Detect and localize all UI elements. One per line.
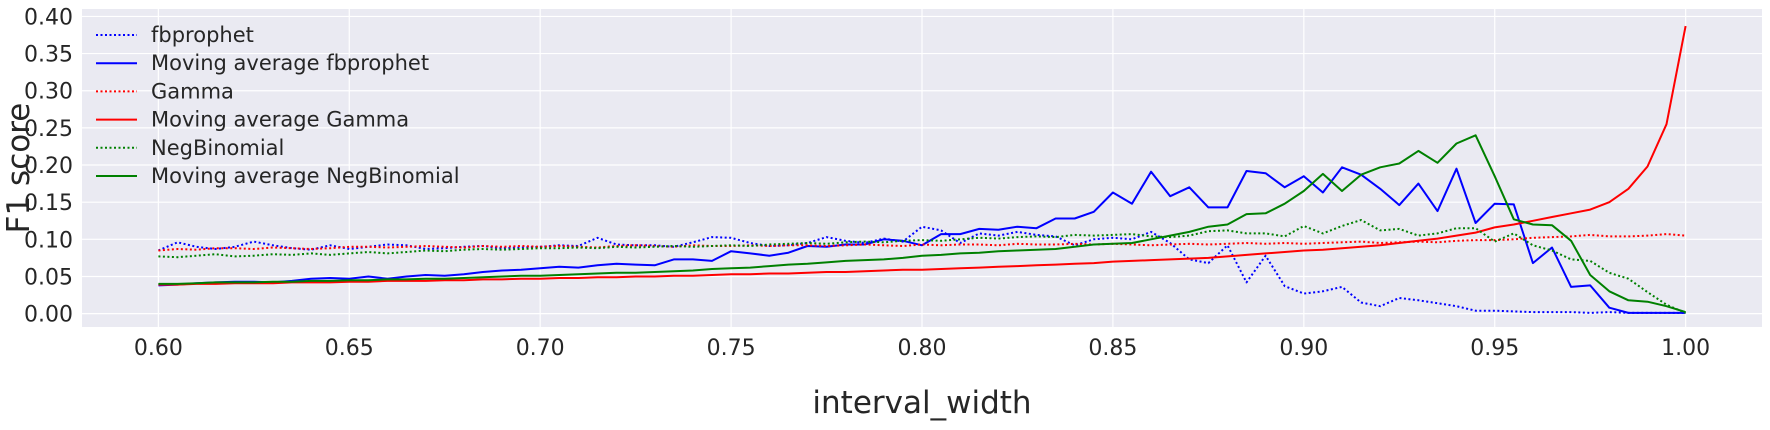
x-tick-label: 0.85 [1088, 336, 1137, 361]
y-tick-label: 0.15 [24, 191, 73, 216]
x-tick-label: 0.95 [1470, 336, 1519, 361]
x-tick-label: 1.00 [1661, 336, 1710, 361]
y-tick-label: 0.40 [24, 5, 73, 30]
series-lines [158, 25, 1687, 314]
y-tick-label: 0.00 [24, 303, 73, 328]
legend-entry: Moving average NegBinomial [151, 164, 460, 188]
x-axis-label: interval_width [812, 385, 1031, 421]
legend-entry: fbprophet [151, 23, 254, 47]
y-tick-labels: 0.00 0.05 0.10 0.15 0.20 0.25 0.30 0.35 0.40 [24, 5, 73, 327]
series-line [158, 25, 1687, 286]
y-tick-label: 0.05 [24, 265, 73, 290]
x-tick-labels: 0.60 0.65 0.70 0.75 0.80 0.85 0.90 0.95 1.00 [134, 336, 1710, 361]
x-gridlines [157, 9, 1687, 327]
x-tick-label: 0.65 [325, 336, 374, 361]
legend-entry: Moving average Gamma [151, 108, 409, 132]
legend-entry: NegBinomial [151, 136, 284, 160]
y-tick-label: 0.35 [24, 43, 73, 68]
x-tick-label: 0.80 [898, 336, 947, 361]
legend-entry: Gamma [151, 79, 234, 103]
x-tick-label: 0.90 [1279, 336, 1328, 361]
y-tick-label: 0.30 [24, 80, 73, 105]
series-line [158, 166, 1686, 314]
y-tick-label: 0.20 [24, 154, 73, 179]
y-tick-label: 0.10 [24, 228, 73, 253]
x-tick-label: 0.70 [516, 336, 565, 361]
x-tick-label: 0.75 [707, 336, 756, 361]
y-tick-label: 0.25 [24, 117, 73, 142]
legend: fbprophet Moving average fbprophet Gamma Mo… [96, 23, 460, 188]
x-tick-label: 0.60 [134, 336, 183, 361]
series-line [158, 134, 1686, 314]
y-axis-label: F1 score [1, 103, 37, 234]
series-line [158, 233, 1686, 252]
legend-entry: Moving average fbprophet [151, 51, 429, 75]
series-line [158, 225, 1686, 314]
